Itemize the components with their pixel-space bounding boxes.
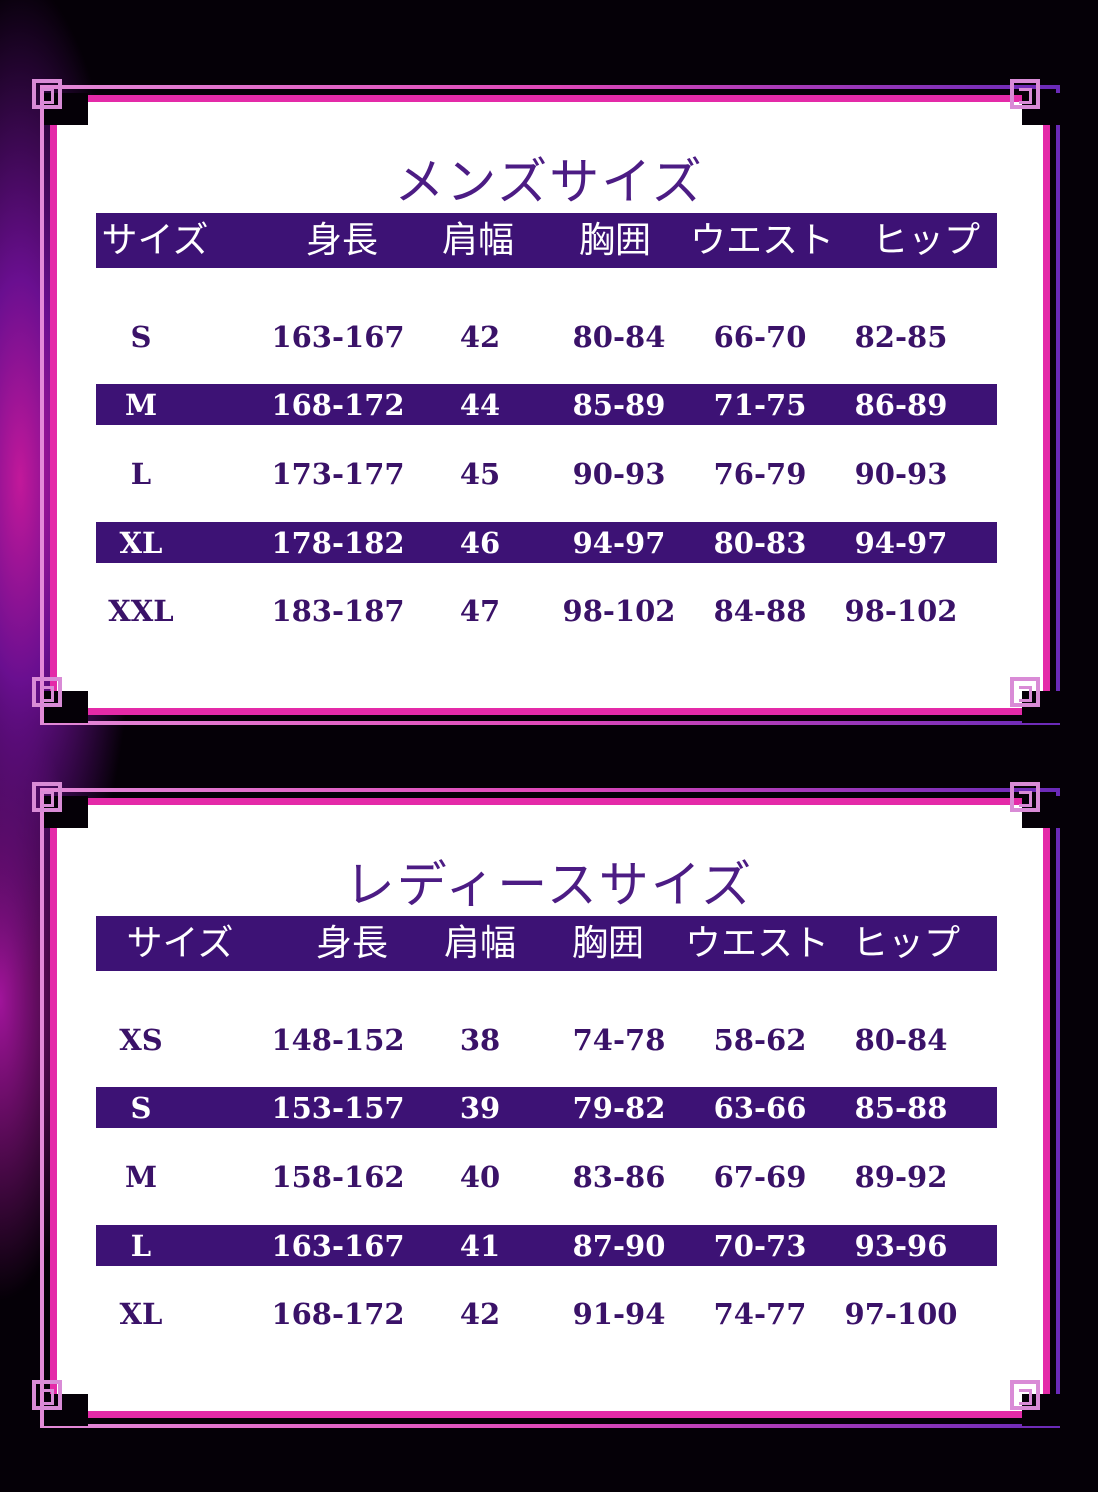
table-cell: 47	[459, 594, 501, 628]
row-band	[96, 1087, 997, 1128]
ladies-size-panel: レディースサイズサイズ 身長 肩幅 胸囲 ウエスト ヒップ XS 148-152 38 74-78…	[0, 782, 1098, 1468]
size-label: M	[124, 388, 158, 422]
table-cell: 90-93	[572, 457, 666, 491]
table-cell: 163-167	[271, 320, 405, 354]
size-label: S	[130, 320, 152, 354]
table-cell: 63-66	[713, 1091, 807, 1125]
table-cell: 70-73	[713, 1229, 807, 1263]
meander-corner-icon	[32, 79, 62, 109]
row-band	[96, 384, 997, 425]
table-cell: 94-97	[572, 526, 666, 560]
table-cell: 98-102	[844, 594, 958, 628]
column-header: ヒップ	[871, 220, 981, 261]
table-cell: 163-167	[271, 1229, 405, 1263]
table-cell: 153-157	[271, 1091, 405, 1125]
size-label: XL	[119, 526, 163, 560]
table-cell: 45	[459, 457, 501, 491]
table-title: メンズサイズ	[394, 153, 704, 211]
column-header: ウエスト	[684, 923, 830, 964]
table-cell: 42	[459, 1297, 501, 1331]
table-cell: 44	[459, 388, 501, 422]
table-cell: 89-92	[854, 1160, 948, 1194]
table-cell: 168-172	[271, 1297, 405, 1331]
table-cell: 80-84	[572, 320, 666, 354]
table-cell: 66-70	[713, 320, 807, 354]
column-header: 胸囲	[571, 923, 645, 964]
table-cell: 39	[459, 1091, 501, 1125]
table-cell: 38	[459, 1023, 501, 1057]
table-cell: 67-69	[713, 1160, 807, 1194]
column-header: 肩幅	[443, 923, 517, 964]
size-label: M	[124, 1160, 158, 1194]
meander-corner-icon	[32, 677, 62, 707]
table-cell: 74-78	[572, 1023, 666, 1057]
table-cell: 86-89	[854, 388, 948, 422]
table-cell: 46	[459, 526, 501, 560]
column-header: 胸囲	[578, 220, 652, 261]
column-header: サイズ	[126, 923, 234, 964]
meander-corner-icon	[1010, 79, 1040, 109]
size-label: S	[130, 1091, 152, 1125]
column-header: 身長	[305, 220, 379, 261]
mens-size-panel: メンズサイズサイズ 身長 肩幅 胸囲 ウエスト ヒップ S 163-167 42 80-84 66-…	[0, 79, 1098, 765]
row-band	[96, 522, 997, 563]
table-cell: 87-90	[572, 1229, 666, 1263]
column-header: 肩幅	[441, 220, 515, 261]
table-cell: 74-77	[713, 1297, 807, 1331]
table-cell: 173-177	[271, 457, 405, 491]
table-cell: 85-88	[854, 1091, 948, 1125]
table-cell: 158-162	[271, 1160, 405, 1194]
table-cell: 183-187	[271, 594, 405, 628]
table-cell: 97-100	[844, 1297, 958, 1331]
table-cell: 41	[459, 1229, 501, 1263]
table-cell: 40	[459, 1160, 501, 1194]
column-header: ヒップ	[851, 923, 961, 964]
meander-corner-icon	[1010, 1380, 1040, 1410]
table-cell: 80-83	[713, 526, 807, 560]
header-row: サイズ 身長 肩幅 胸囲 ウエスト ヒップ	[96, 916, 997, 971]
table-cell: 148-152	[271, 1023, 405, 1057]
table-cell: 79-82	[572, 1091, 666, 1125]
table-cell: 82-85	[854, 320, 948, 354]
table-cell: 93-96	[854, 1229, 948, 1263]
size-label: XXL	[108, 594, 174, 628]
table-cell: 90-93	[854, 457, 948, 491]
table-cell: 83-86	[572, 1160, 666, 1194]
column-header: 身長	[315, 923, 389, 964]
table-cell: 76-79	[713, 457, 807, 491]
meander-corner-icon	[1010, 782, 1040, 812]
table-cell: 42	[459, 320, 501, 354]
table-cell: 71-75	[713, 388, 807, 422]
table-cell: 85-89	[572, 388, 666, 422]
size-label: XL	[119, 1297, 163, 1331]
table-cell: 98-102	[562, 594, 676, 628]
table-cell: 84-88	[713, 594, 807, 628]
size-label: L	[130, 1229, 152, 1263]
row-band	[96, 1225, 997, 1266]
table-cell: 91-94	[572, 1297, 666, 1331]
size-label: XS	[119, 1023, 163, 1057]
meander-corner-icon	[1010, 677, 1040, 707]
meander-corner-icon	[32, 1380, 62, 1410]
size-label: L	[130, 457, 152, 491]
column-header: ウエスト	[689, 220, 835, 261]
table-cell: 80-84	[854, 1023, 948, 1057]
table-cell: 58-62	[713, 1023, 807, 1057]
meander-corner-icon	[32, 782, 62, 812]
table-cell: 168-172	[271, 388, 405, 422]
table-title: レディースサイズ	[344, 856, 754, 914]
header-row: サイズ 身長 肩幅 胸囲 ウエスト ヒップ	[96, 213, 997, 268]
column-header: サイズ	[101, 220, 209, 261]
table-cell: 94-97	[854, 526, 948, 560]
table-cell: 178-182	[271, 526, 405, 560]
